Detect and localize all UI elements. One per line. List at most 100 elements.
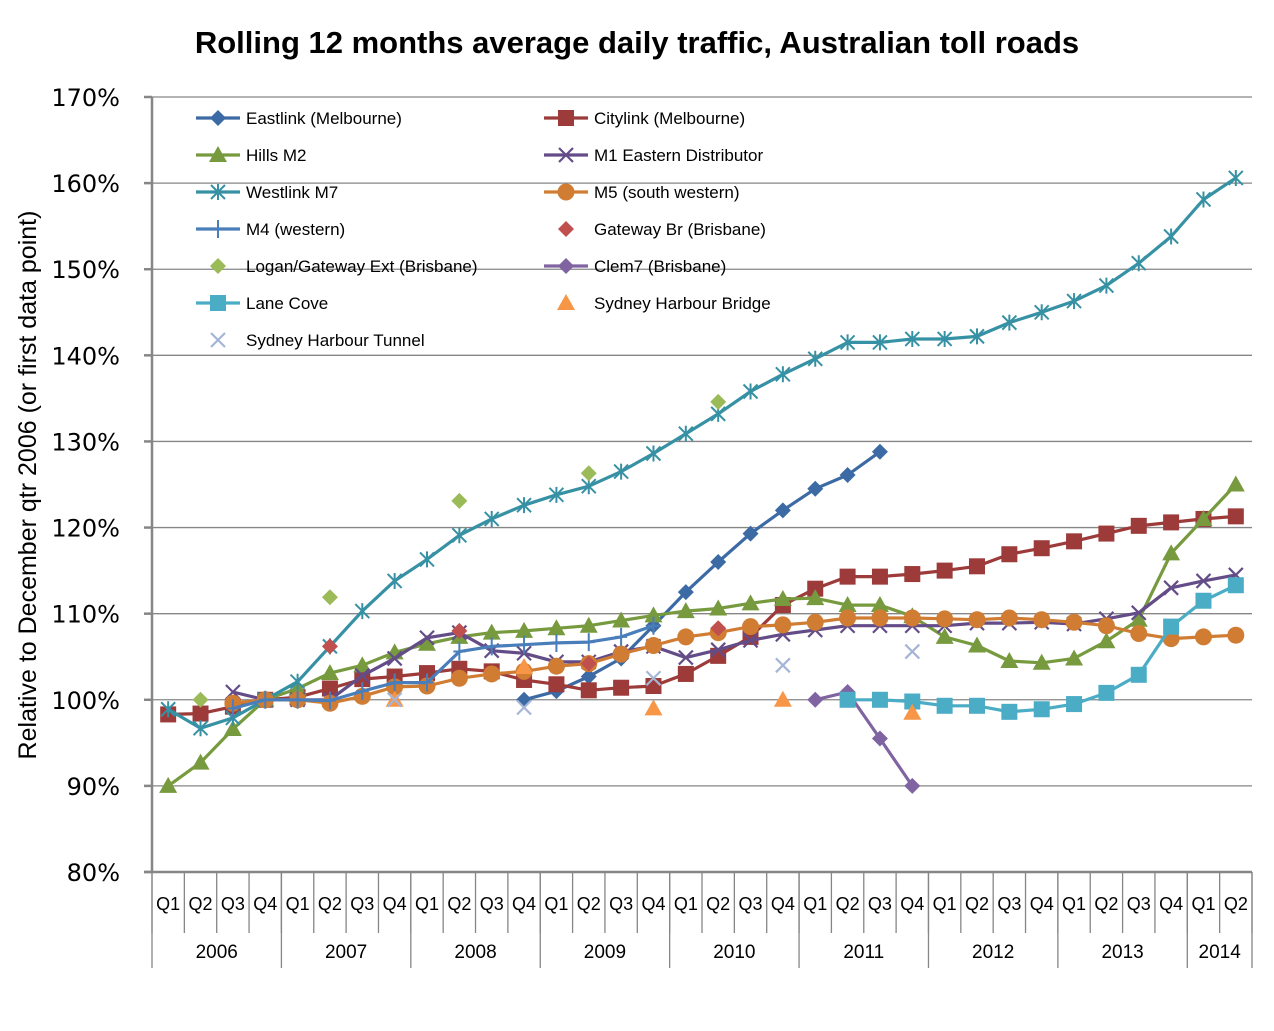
- data-point: [839, 467, 856, 484]
- x-year-label: 2012: [972, 942, 1014, 963]
- data-point: [871, 609, 889, 627]
- data-point: [320, 664, 339, 681]
- data-point: [1130, 605, 1147, 621]
- data-point: [806, 613, 824, 631]
- legend-item: M1 Eastern Distributor: [544, 146, 763, 165]
- x-quarter-label: Q2: [189, 894, 213, 914]
- data-point: [775, 366, 791, 383]
- x-quarter-label: Q2: [965, 894, 989, 914]
- x-quarter-label: Q2: [1094, 894, 1118, 914]
- data-point: [1066, 533, 1083, 550]
- data-point: [1129, 610, 1148, 627]
- legend-marker: [210, 184, 226, 200]
- data-point: [612, 645, 630, 663]
- legend-marker: [558, 110, 574, 126]
- data-point: [645, 445, 662, 462]
- x-year-label: 2013: [1101, 942, 1143, 963]
- data-point: [192, 691, 209, 708]
- x-quarter-label: Q4: [1159, 894, 1183, 914]
- data-point: [871, 443, 888, 460]
- data-point: [1033, 701, 1050, 718]
- data-point: [775, 657, 791, 674]
- legend-marker: [558, 221, 574, 237]
- x-quarter-label: Q4: [383, 894, 407, 914]
- data-point: [903, 609, 921, 627]
- data-point: [580, 682, 597, 699]
- x-quarter-label: Q3: [1127, 894, 1151, 914]
- x-quarter-label: Q4: [771, 894, 795, 914]
- data-point: [388, 673, 401, 692]
- data-point: [485, 637, 498, 656]
- legend-marker: [209, 146, 227, 162]
- data-point: [321, 680, 338, 697]
- data-point: [935, 627, 954, 644]
- data-point: [742, 383, 759, 400]
- legend-marker: [212, 220, 224, 238]
- data-point: [1033, 611, 1051, 629]
- data-point: [451, 492, 468, 509]
- data-point: [291, 690, 304, 709]
- data-point: [709, 599, 728, 616]
- x-axis: Q1 Q2 Q3 Q4 Q1 Q2 Q3 Q4 Q1 Q2 Q3 Q4 Q1 Q2 Q3 Q4 Q1 Q2 Q3 Q4…: [144, 870, 1253, 968]
- legend-label: Lane Cove: [246, 294, 328, 313]
- legend-marker: [557, 183, 575, 201]
- data-point: [548, 676, 565, 693]
- x-quarter-label: Q2: [706, 894, 730, 914]
- x-quarter-label: Q1: [544, 894, 568, 914]
- data-point: [969, 328, 985, 345]
- x-quarter-label: Q3: [739, 894, 763, 914]
- data-point: [582, 633, 595, 652]
- data-point: [1195, 191, 1212, 208]
- plot-area: [159, 169, 1245, 794]
- data-point: [1228, 169, 1244, 186]
- data-point: [1097, 617, 1115, 635]
- data-point: [839, 334, 856, 351]
- data-point: [904, 777, 921, 794]
- data-point: [1001, 546, 1018, 563]
- data-point: [1033, 540, 1050, 557]
- data-point: [518, 635, 531, 654]
- data-point: [1097, 632, 1116, 649]
- series-line: [167, 483, 1237, 788]
- legend-item: Hills M2: [196, 146, 306, 165]
- data-point: [1227, 626, 1245, 644]
- data-point: [1162, 544, 1181, 561]
- y-tick-label: 150%: [51, 256, 120, 284]
- data-point: [226, 699, 239, 718]
- legend-label: Clem7 (Brisbane): [594, 257, 726, 276]
- data-point: [838, 596, 857, 613]
- data-point: [839, 609, 857, 627]
- data-point: [259, 690, 272, 709]
- data-point: [1098, 684, 1115, 701]
- data-point: [742, 618, 760, 636]
- data-point: [580, 465, 597, 482]
- legend-item: Sydney Harbour Tunnel: [210, 331, 425, 350]
- legend-item: Eastlink (Melbourne): [196, 109, 402, 128]
- data-point: [710, 393, 727, 410]
- data-point: [419, 551, 435, 568]
- x-quarter-label: Q4: [1030, 894, 1054, 914]
- data-point: [676, 602, 695, 619]
- data-point: [354, 603, 371, 620]
- series-gateway-br-brisbane: [321, 620, 727, 672]
- data-point: [613, 463, 629, 480]
- x-year-label: 2007: [325, 942, 367, 963]
- x-quarter-label: Q1: [1191, 894, 1215, 914]
- legend-item: Lane Cove: [196, 294, 328, 313]
- y-tick-label: 120%: [51, 515, 120, 543]
- data-point: [1227, 508, 1244, 525]
- legend-item: M5 (south western): [544, 183, 740, 202]
- data-point: [1001, 314, 1018, 331]
- data-point: [1130, 624, 1148, 642]
- data-point: [192, 720, 209, 737]
- chart-title: Rolling 12 months average daily traffic,…: [195, 25, 1079, 60]
- data-point: [1195, 592, 1212, 609]
- data-point: [453, 642, 466, 661]
- x-year-label: 2009: [584, 942, 626, 963]
- data-point: [1194, 628, 1212, 646]
- data-point: [547, 619, 566, 636]
- x-year-label: 2006: [196, 942, 238, 963]
- x-quarter-label: Q3: [480, 894, 504, 914]
- series-sydney-harbour-tunnel: [386, 643, 921, 716]
- series-hills-m2: [159, 475, 1245, 793]
